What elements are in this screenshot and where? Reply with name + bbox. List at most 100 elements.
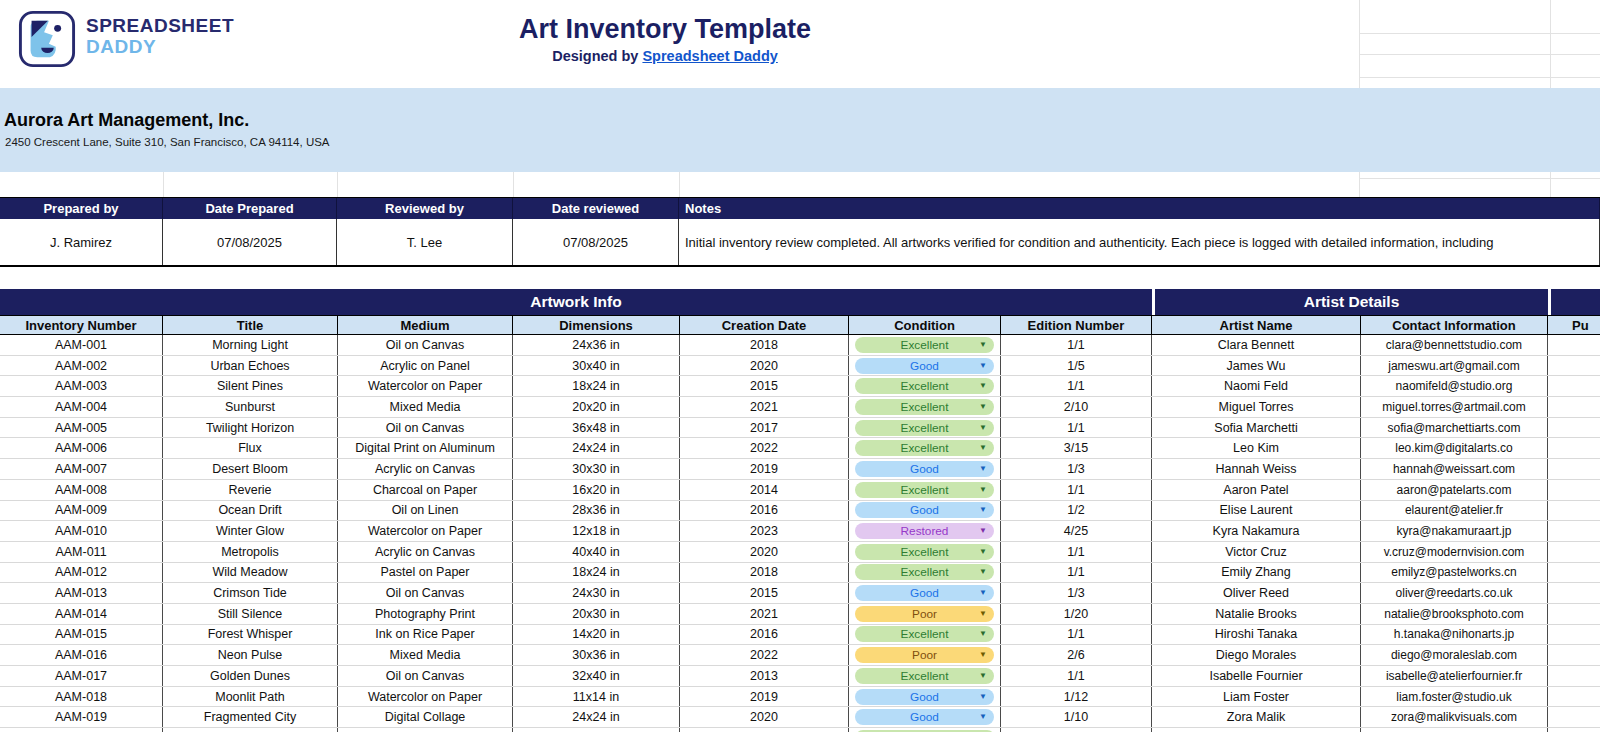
cell-inventory-number[interactable]: AAM-002: [0, 356, 163, 376]
cell-edition-number[interactable]: 1/5: [1001, 356, 1152, 376]
cell-inventory-number[interactable]: AAM-004: [0, 397, 163, 417]
cell-creation-date[interactable]: 2018: [680, 563, 849, 583]
cell-artist-name[interactable]: Miguel Torres: [1152, 397, 1361, 417]
cell-creation-date[interactable]: 2020: [680, 542, 849, 562]
cell-artist-name[interactable]: Isabelle Fournier: [1152, 666, 1361, 686]
cell-edition-number[interactable]: 1/1: [1001, 666, 1152, 686]
cell-title[interactable]: Crimson Tide: [163, 583, 338, 603]
cell-contact-information[interactable]: kyra@nakamuraart.jp: [1361, 521, 1548, 541]
cell-clipped-purchase[interactable]: [1548, 542, 1600, 562]
cell-dimensions[interactable]: 14x20 in: [513, 625, 680, 645]
cell-inventory-number[interactable]: AAM-011: [0, 542, 163, 562]
cell-clipped-purchase[interactable]: [1548, 418, 1600, 438]
cell-contact-information[interactable]: sofia@marchettiarts.com: [1361, 418, 1548, 438]
cell-edition-number[interactable]: 2/6: [1001, 645, 1152, 665]
cell-artist-name[interactable]: Sofia Marchetti: [1152, 418, 1361, 438]
cell-edition-number[interactable]: 1/1: [1001, 563, 1152, 583]
cell-creation-date[interactable]: 2015: [680, 376, 849, 396]
cell-title[interactable]: Forest Whisper: [163, 625, 338, 645]
cell-dimensions[interactable]: 20x30 in: [513, 604, 680, 624]
cell-artist-name[interactable]: Aaron Patel: [1152, 480, 1361, 500]
cell-title[interactable]: Wild Meadow: [163, 563, 338, 583]
condition-dropdown-chip[interactable]: Good▼: [855, 358, 994, 374]
cell-title[interactable]: Twilight Horizon: [163, 418, 338, 438]
cell-clipped-purchase[interactable]: [1548, 480, 1600, 500]
cell-artist-name[interactable]: Elise Laurent: [1152, 501, 1361, 521]
cell-artist-name[interactable]: Victor Cruz: [1152, 542, 1361, 562]
cell-contact-information[interactable]: clara@bennettstudio.com: [1361, 335, 1548, 355]
condition-dropdown-chip[interactable]: Excellent▼: [855, 420, 994, 436]
cell-clipped-purchase[interactable]: [1548, 521, 1600, 541]
cell-dimensions[interactable]: 18x24 in: [513, 563, 680, 583]
cell-contact-information[interactable]: liam.foster@studio.uk: [1361, 687, 1548, 707]
cell-edition-number[interactable]: 1/1: [1001, 376, 1152, 396]
cell-title[interactable]: Still Silence: [163, 604, 338, 624]
cell-creation-date[interactable]: 2016: [680, 625, 849, 645]
cell-clipped-purchase[interactable]: [1548, 397, 1600, 417]
cell-inventory-number[interactable]: AAM-001: [0, 335, 163, 355]
cell-contact-information[interactable]: diego@moraleslab.com: [1361, 645, 1548, 665]
cell-dimensions[interactable]: 30x30 in: [513, 459, 680, 479]
cell-edition-number[interactable]: 1/1: [1001, 335, 1152, 355]
cell-inventory-number[interactable]: AAM-013: [0, 583, 163, 603]
cell-artist-name[interactable]: Oliver Reed: [1152, 583, 1361, 603]
cell-dimensions[interactable]: 24x30 in: [513, 583, 680, 603]
cell-contact-information[interactable]: v.cruz@modernvision.com: [1361, 542, 1548, 562]
cell-inventory-number[interactable]: AAM-009: [0, 501, 163, 521]
notes-cell[interactable]: Initial inventory review completed. All …: [679, 219, 1600, 265]
cell-contact-information[interactable]: emilyz@pastelworks.cn: [1361, 563, 1548, 583]
cell-creation-date[interactable]: 2019: [680, 687, 849, 707]
cell-medium[interactable]: Digital Print on Aluminum: [338, 438, 513, 458]
cell-medium[interactable]: Mixed Media: [338, 645, 513, 665]
condition-dropdown-chip[interactable]: Excellent▼: [855, 399, 994, 415]
cell-inventory-number[interactable]: AAM-007: [0, 459, 163, 479]
cell-edition-number[interactable]: 3/15: [1001, 438, 1152, 458]
cell-medium[interactable]: Oil on Canvas: [338, 583, 513, 603]
cell-edition-number[interactable]: 1/3: [1001, 459, 1152, 479]
cell-contact-information[interactable]: natalie@brooksphoto.com: [1361, 604, 1548, 624]
cell-artist-name[interactable]: Diego Morales: [1152, 645, 1361, 665]
cell-creation-date[interactable]: 2017: [680, 418, 849, 438]
cell-contact-information[interactable]: isabelle@atelierfournier.fr: [1361, 666, 1548, 686]
cell-dimensions[interactable]: 30x40 in: [513, 356, 680, 376]
prepared-by-cell[interactable]: J. Ramirez: [0, 219, 163, 265]
cell-creation-date[interactable]: 2022: [680, 438, 849, 458]
cell-medium[interactable]: Pastel on Paper: [338, 563, 513, 583]
cell-title[interactable]: Morning Light: [163, 335, 338, 355]
condition-dropdown-chip[interactable]: Excellent▼: [855, 337, 994, 353]
condition-dropdown-chip[interactable]: Good▼: [855, 502, 994, 518]
cell-inventory-number[interactable]: AAM-005: [0, 418, 163, 438]
cell-medium[interactable]: Oil on Canvas: [338, 418, 513, 438]
cell-inventory-number[interactable]: AAM-018: [0, 687, 163, 707]
cell-artist-name[interactable]: Naomi Feld: [1152, 376, 1361, 396]
cell-medium[interactable]: Acrylic on Canvas: [338, 542, 513, 562]
cell-creation-date[interactable]: 2016: [680, 501, 849, 521]
cell-edition-number[interactable]: 1/1: [1001, 480, 1152, 500]
cell-edition-number[interactable]: 1/1: [1001, 625, 1152, 645]
cell-creation-date[interactable]: 2022: [680, 645, 849, 665]
cell-artist-name[interactable]: Clara Bennett: [1152, 335, 1361, 355]
cell-contact-information[interactable]: zora@malikvisuals.com: [1361, 707, 1548, 727]
cell-medium[interactable]: Oil on Canvas: [338, 335, 513, 355]
cell-artist-name[interactable]: Hiroshi Tanaka: [1152, 625, 1361, 645]
cell-clipped-purchase[interactable]: [1548, 459, 1600, 479]
cell-edition-number[interactable]: 1/3: [1001, 583, 1152, 603]
cell-clipped-purchase[interactable]: [1548, 335, 1600, 355]
cell-dimensions[interactable]: 16x20 in: [513, 480, 680, 500]
cell-clipped-purchase[interactable]: [1548, 707, 1600, 727]
cell-clipped-purchase[interactable]: [1548, 604, 1600, 624]
cell-clipped-purchase[interactable]: [1548, 687, 1600, 707]
cell-medium[interactable]: Mixed Media: [338, 397, 513, 417]
cell-inventory-number[interactable]: AAM-008: [0, 480, 163, 500]
condition-dropdown-chip[interactable]: Good▼: [855, 585, 994, 601]
cell-title[interactable]: Fragmented City: [163, 707, 338, 727]
cell-contact-information[interactable]: leo.kim@digitalarts.co: [1361, 438, 1548, 458]
cell-dimensions[interactable]: 24x36 in: [513, 335, 680, 355]
cell-artist-name[interactable]: Natalie Brooks: [1152, 604, 1361, 624]
cell-medium[interactable]: Charcoal on Paper: [338, 480, 513, 500]
cell-inventory-number[interactable]: AAM-017: [0, 666, 163, 686]
cell-title[interactable]: Winter Glow: [163, 521, 338, 541]
cell-clipped-purchase[interactable]: [1548, 625, 1600, 645]
cell-inventory-number[interactable]: AAM-003: [0, 376, 163, 396]
cell-creation-date[interactable]: 2021: [680, 397, 849, 417]
